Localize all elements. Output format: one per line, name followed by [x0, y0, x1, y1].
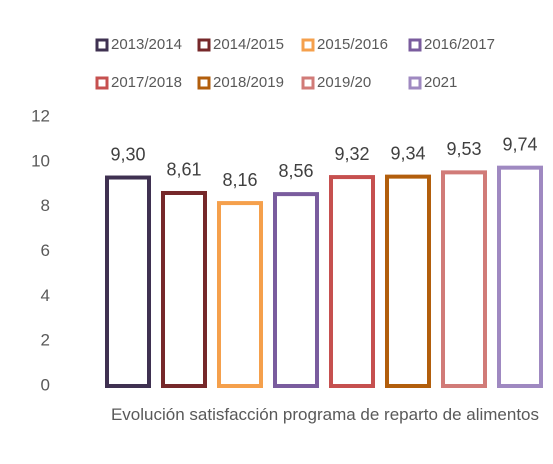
- data-label: 9,32: [334, 144, 369, 164]
- legend-swatch: [301, 76, 315, 90]
- data-label: 9,74: [502, 134, 537, 154]
- legend-swatch: [197, 76, 211, 90]
- legend-label: 2021: [424, 74, 457, 91]
- bar: [329, 175, 375, 388]
- y-tick-label: 4: [41, 286, 50, 305]
- y-tick-label: 2: [41, 331, 50, 350]
- bar: [497, 165, 543, 388]
- bar: [217, 201, 263, 388]
- data-label: 9,53: [446, 139, 481, 159]
- data-label: 8,16: [222, 170, 257, 190]
- bar: [105, 175, 151, 388]
- legend-swatch: [95, 76, 109, 90]
- data-label: 9,30: [110, 144, 145, 164]
- legend-label: 2014/2015: [213, 36, 284, 53]
- legend-swatch: [408, 76, 422, 90]
- bar: [385, 174, 431, 388]
- legend-swatch: [408, 38, 422, 52]
- legend-label: 2018/2019: [213, 74, 284, 91]
- y-tick-label: 8: [41, 196, 50, 215]
- data-label: 9,34: [390, 143, 425, 163]
- bar: [273, 192, 319, 388]
- legend-label: 2015/2016: [317, 36, 388, 53]
- legend-label: 2016/2017: [424, 36, 495, 53]
- x-category-label: Evolución satisfacción programa de repar…: [110, 405, 540, 424]
- legend-swatch: [95, 38, 109, 52]
- y-tick-label: 6: [41, 241, 50, 260]
- y-tick-label: 10: [31, 151, 50, 170]
- y-tick-label: 12: [31, 106, 50, 125]
- bar: [161, 190, 207, 388]
- y-tick-label: 0: [41, 375, 50, 394]
- legend-label: 2013/2014: [111, 36, 182, 53]
- legend-label: 2017/2018: [111, 74, 182, 91]
- legend-swatch: [301, 38, 315, 52]
- data-label: 8,61: [166, 160, 201, 180]
- legend-swatch: [197, 38, 211, 52]
- legend-label: 2019/20: [317, 74, 371, 91]
- data-label: 8,56: [278, 161, 313, 181]
- bar: [441, 170, 487, 388]
